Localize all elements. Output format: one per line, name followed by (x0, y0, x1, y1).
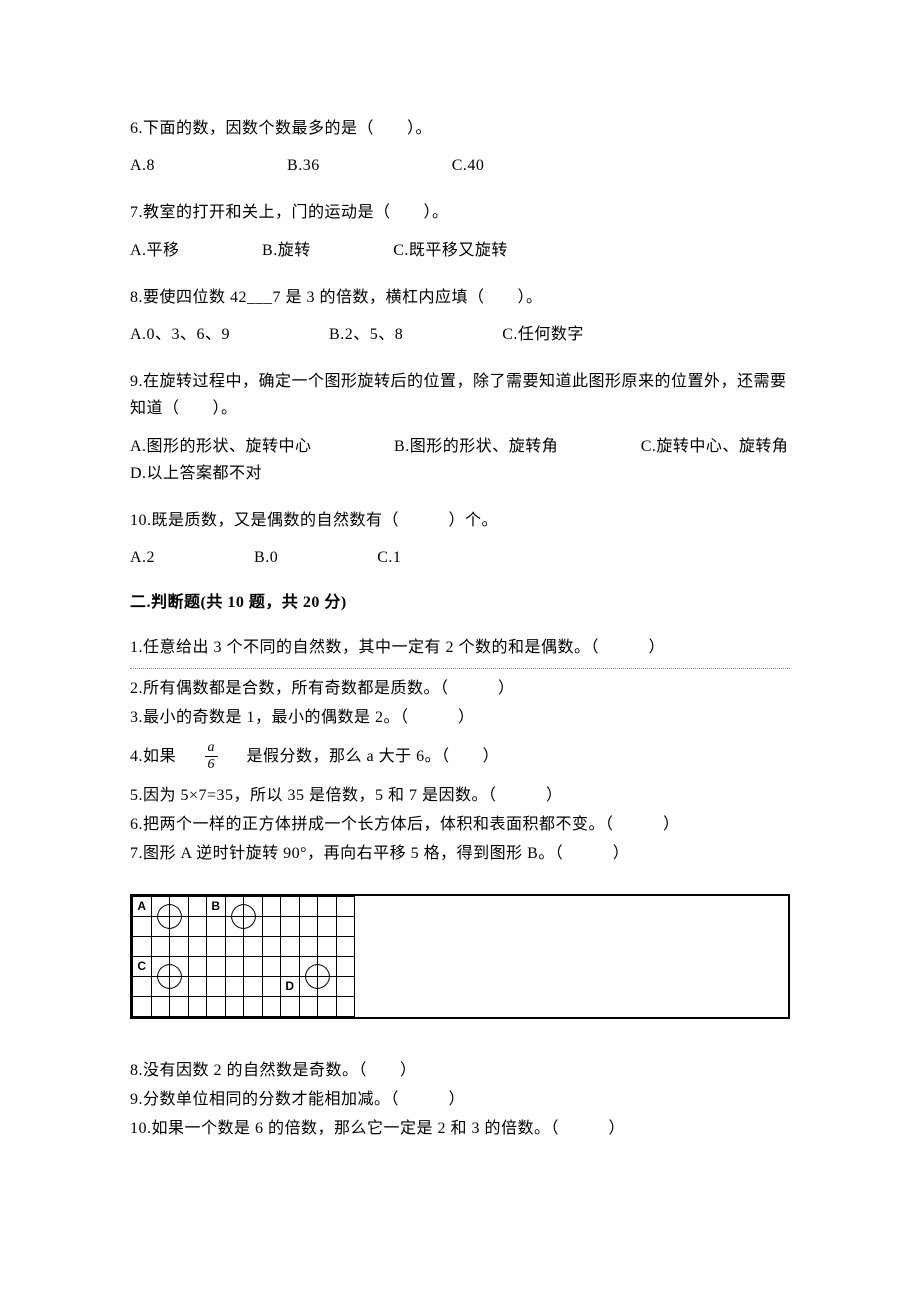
page-dotted-line (130, 668, 790, 669)
j4-numerator: a (205, 741, 219, 757)
j9: 9.分数单位相同的分数才能相加减。（ ） (130, 1086, 790, 1113)
q8-stem: 8.要使四位数 42___7 是 3 的倍数，横杠内应填（ ）。 (130, 284, 790, 311)
q6-options: A.8 B.36 C.40 (130, 152, 790, 179)
j4-pre: 4.如果 (130, 743, 193, 770)
j6: 6.把两个一样的正方体拼成一个长方体后，体积和表面积都不变。（ ） (130, 811, 790, 838)
j5: 5.因为 5×7=35，所以 35 是倍数，5 和 7 是因数。（ ） (130, 782, 790, 809)
j4-post: 是假分数，那么 a 大于 6。（ ） (230, 743, 499, 770)
q9-options: A.图形的形状、旋转中心 B.图形的形状、旋转角 C.旋转中心、旋转角 D.以上… (130, 433, 790, 487)
j8: 8.没有因数 2 的自然数是奇数。（ ） (130, 1057, 790, 1084)
q8-options: A.0、3、6、9 B.2、5、8 C.任何数字 (130, 321, 790, 348)
j1: 1.任意给出 3 个不同的自然数，其中一定有 2 个数的和是偶数。（ ） (130, 634, 790, 661)
section2-title: 二.判断题(共 10 题，共 20 分) (130, 589, 790, 616)
j3: 3.最小的奇数是 1，最小的偶数是 2。（ ） (130, 704, 790, 731)
q7-options: A.平移 B.旋转 C.既平移又旋转 (130, 237, 790, 264)
q10-options: A.2 B.0 C.1 (130, 544, 790, 571)
j10: 10.如果一个数是 6 的倍数，那么它一定是 2 和 3 的倍数。（ ） (130, 1115, 790, 1142)
j4-denominator: 6 (205, 757, 219, 772)
grid-image: ABCD (130, 894, 790, 1019)
j4-fraction: a 6 (205, 741, 219, 772)
grid-figure: ABCD (130, 894, 790, 1019)
q6-stem: 6.下面的数，因数个数最多的是（ ）。 (130, 115, 790, 142)
q7-stem: 7.教室的打开和关上，门的运动是（ ）。 (130, 199, 790, 226)
q9-stem: 9.在旋转过程中，确定一个图形旋转后的位置，除了需要知道此图形原来的位置外，还需… (130, 368, 790, 422)
j7: 7.图形 A 逆时针旋转 90°，再向右平移 5 格，得到图形 B。（ ） (130, 840, 790, 867)
j2: 2.所有偶数都是合数，所有奇数都是质数。（ ） (130, 675, 790, 702)
j4: 4.如果 a 6 是假分数，那么 a 大于 6。（ ） (130, 741, 790, 772)
q10-stem: 10.既是质数，又是偶数的自然数有（ ）个。 (130, 507, 790, 534)
